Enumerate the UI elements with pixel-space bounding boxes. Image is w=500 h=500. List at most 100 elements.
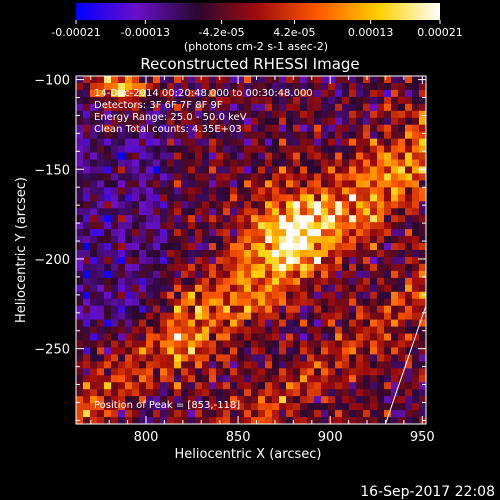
heatmap-cell [118,354,126,362]
heatmap-cell [111,243,119,251]
heatmap-cell [139,340,147,348]
heatmap-cell [76,222,84,230]
heatmap-cell [321,333,329,341]
heatmap-cell [349,340,357,348]
heatmap-cell [265,347,273,355]
heatmap-cell [195,215,203,223]
heatmap-cell [118,131,126,140]
heatmap-cell [349,215,357,223]
heatmap-cell [139,410,147,418]
heatmap-cell [160,166,168,174]
heatmap-cell [181,194,189,202]
heatmap-cell [377,284,385,293]
heatmap-cell [167,194,175,202]
heatmap-cell [223,368,231,376]
heatmap-cell [279,96,287,105]
heatmap-cell [370,333,378,341]
heatmap-cell [272,229,280,237]
heatmap-cell [111,270,119,279]
heatmap-cell [398,208,406,216]
heatmap-cell [111,284,119,293]
heatmap-cell [335,124,343,133]
heatmap-cell [398,256,406,265]
heatmap-cell [286,110,294,119]
heatmap-cell [293,138,301,146]
heatmap-cell [377,159,385,167]
heatmap-cell [300,277,308,286]
heatmap-cell [293,159,301,167]
heatmap-cell [265,124,273,133]
heatmap-cell [412,312,420,320]
heatmap-cell [321,138,329,146]
heatmap-cell [251,117,259,126]
heatmap-cell [251,305,259,314]
heatmap-cell [223,375,231,383]
heatmap-cell [328,305,336,314]
heatmap-cell [335,410,343,418]
heatmap-cell [335,277,343,286]
heatmap-cell [216,298,224,307]
heatmap-cell [419,270,426,279]
heatmap-cell [195,256,203,265]
heatmap-cell [307,354,315,362]
heatmap-cell [104,152,112,160]
heatmap-cell [237,368,245,376]
heatmap-cell [83,229,91,237]
heatmap-cell [356,305,364,314]
heatmap-cell [139,166,147,174]
heatmap-cell [146,222,154,230]
heatmap-cell [153,215,161,223]
heatmap-cell [370,396,378,404]
heatmap-cell [377,208,385,216]
heatmap-cell [251,89,259,98]
heatmap-cell [118,284,126,293]
heatmap-cell [300,284,308,293]
heatmap-cell [209,138,217,146]
heatmap-cell [300,291,308,300]
heatmap-cell [328,340,336,348]
heatmap-cell [307,89,315,98]
heatmap-cell [384,410,392,418]
heatmap-cell [118,215,126,223]
heatmap-cell [307,215,315,223]
heatmap-cell [384,403,392,411]
heatmap-cell [300,215,308,223]
heatmap-cell [209,305,217,314]
heatmap-cell [223,208,231,216]
heatmap-cell [195,312,203,320]
heatmap-cell [181,208,189,216]
heatmap-cell [314,354,322,362]
heatmap-cell [195,319,203,327]
heatmap-cell [237,270,245,279]
heatmap-cell [125,201,133,209]
heatmap-cell [307,138,315,146]
heatmap-cell [237,201,245,209]
heatmap-cell [349,222,357,230]
heatmap-cell [76,124,84,133]
heatmap-cell [153,375,161,383]
heatmap-cell [363,256,371,265]
heatmap-cell [419,368,426,376]
heatmap-cell [265,333,273,341]
heatmap-cell [111,187,119,195]
heatmap-cell [160,82,168,91]
heatmap-cell [307,368,315,376]
heatmap-cell [181,110,189,119]
heatmap-cell [118,347,126,355]
heatmap-cell [279,347,287,355]
heatmap-cell [125,82,133,91]
heatmap-cell [293,145,301,153]
heatmap-cell [384,305,392,314]
heatmap-cell [398,152,406,160]
heatmap-cell [237,340,245,348]
heatmap-cell [195,145,203,153]
heatmap-cell [202,354,210,362]
heatmap-cell [97,361,105,369]
heatmap-cell [195,417,203,424]
heatmap-cell [342,277,350,286]
heatmap-cell [153,361,161,369]
heatmap-cell [139,159,147,167]
heatmap-cell [384,284,392,293]
heatmap-cell [139,256,147,265]
heatmap-cell [335,347,343,355]
